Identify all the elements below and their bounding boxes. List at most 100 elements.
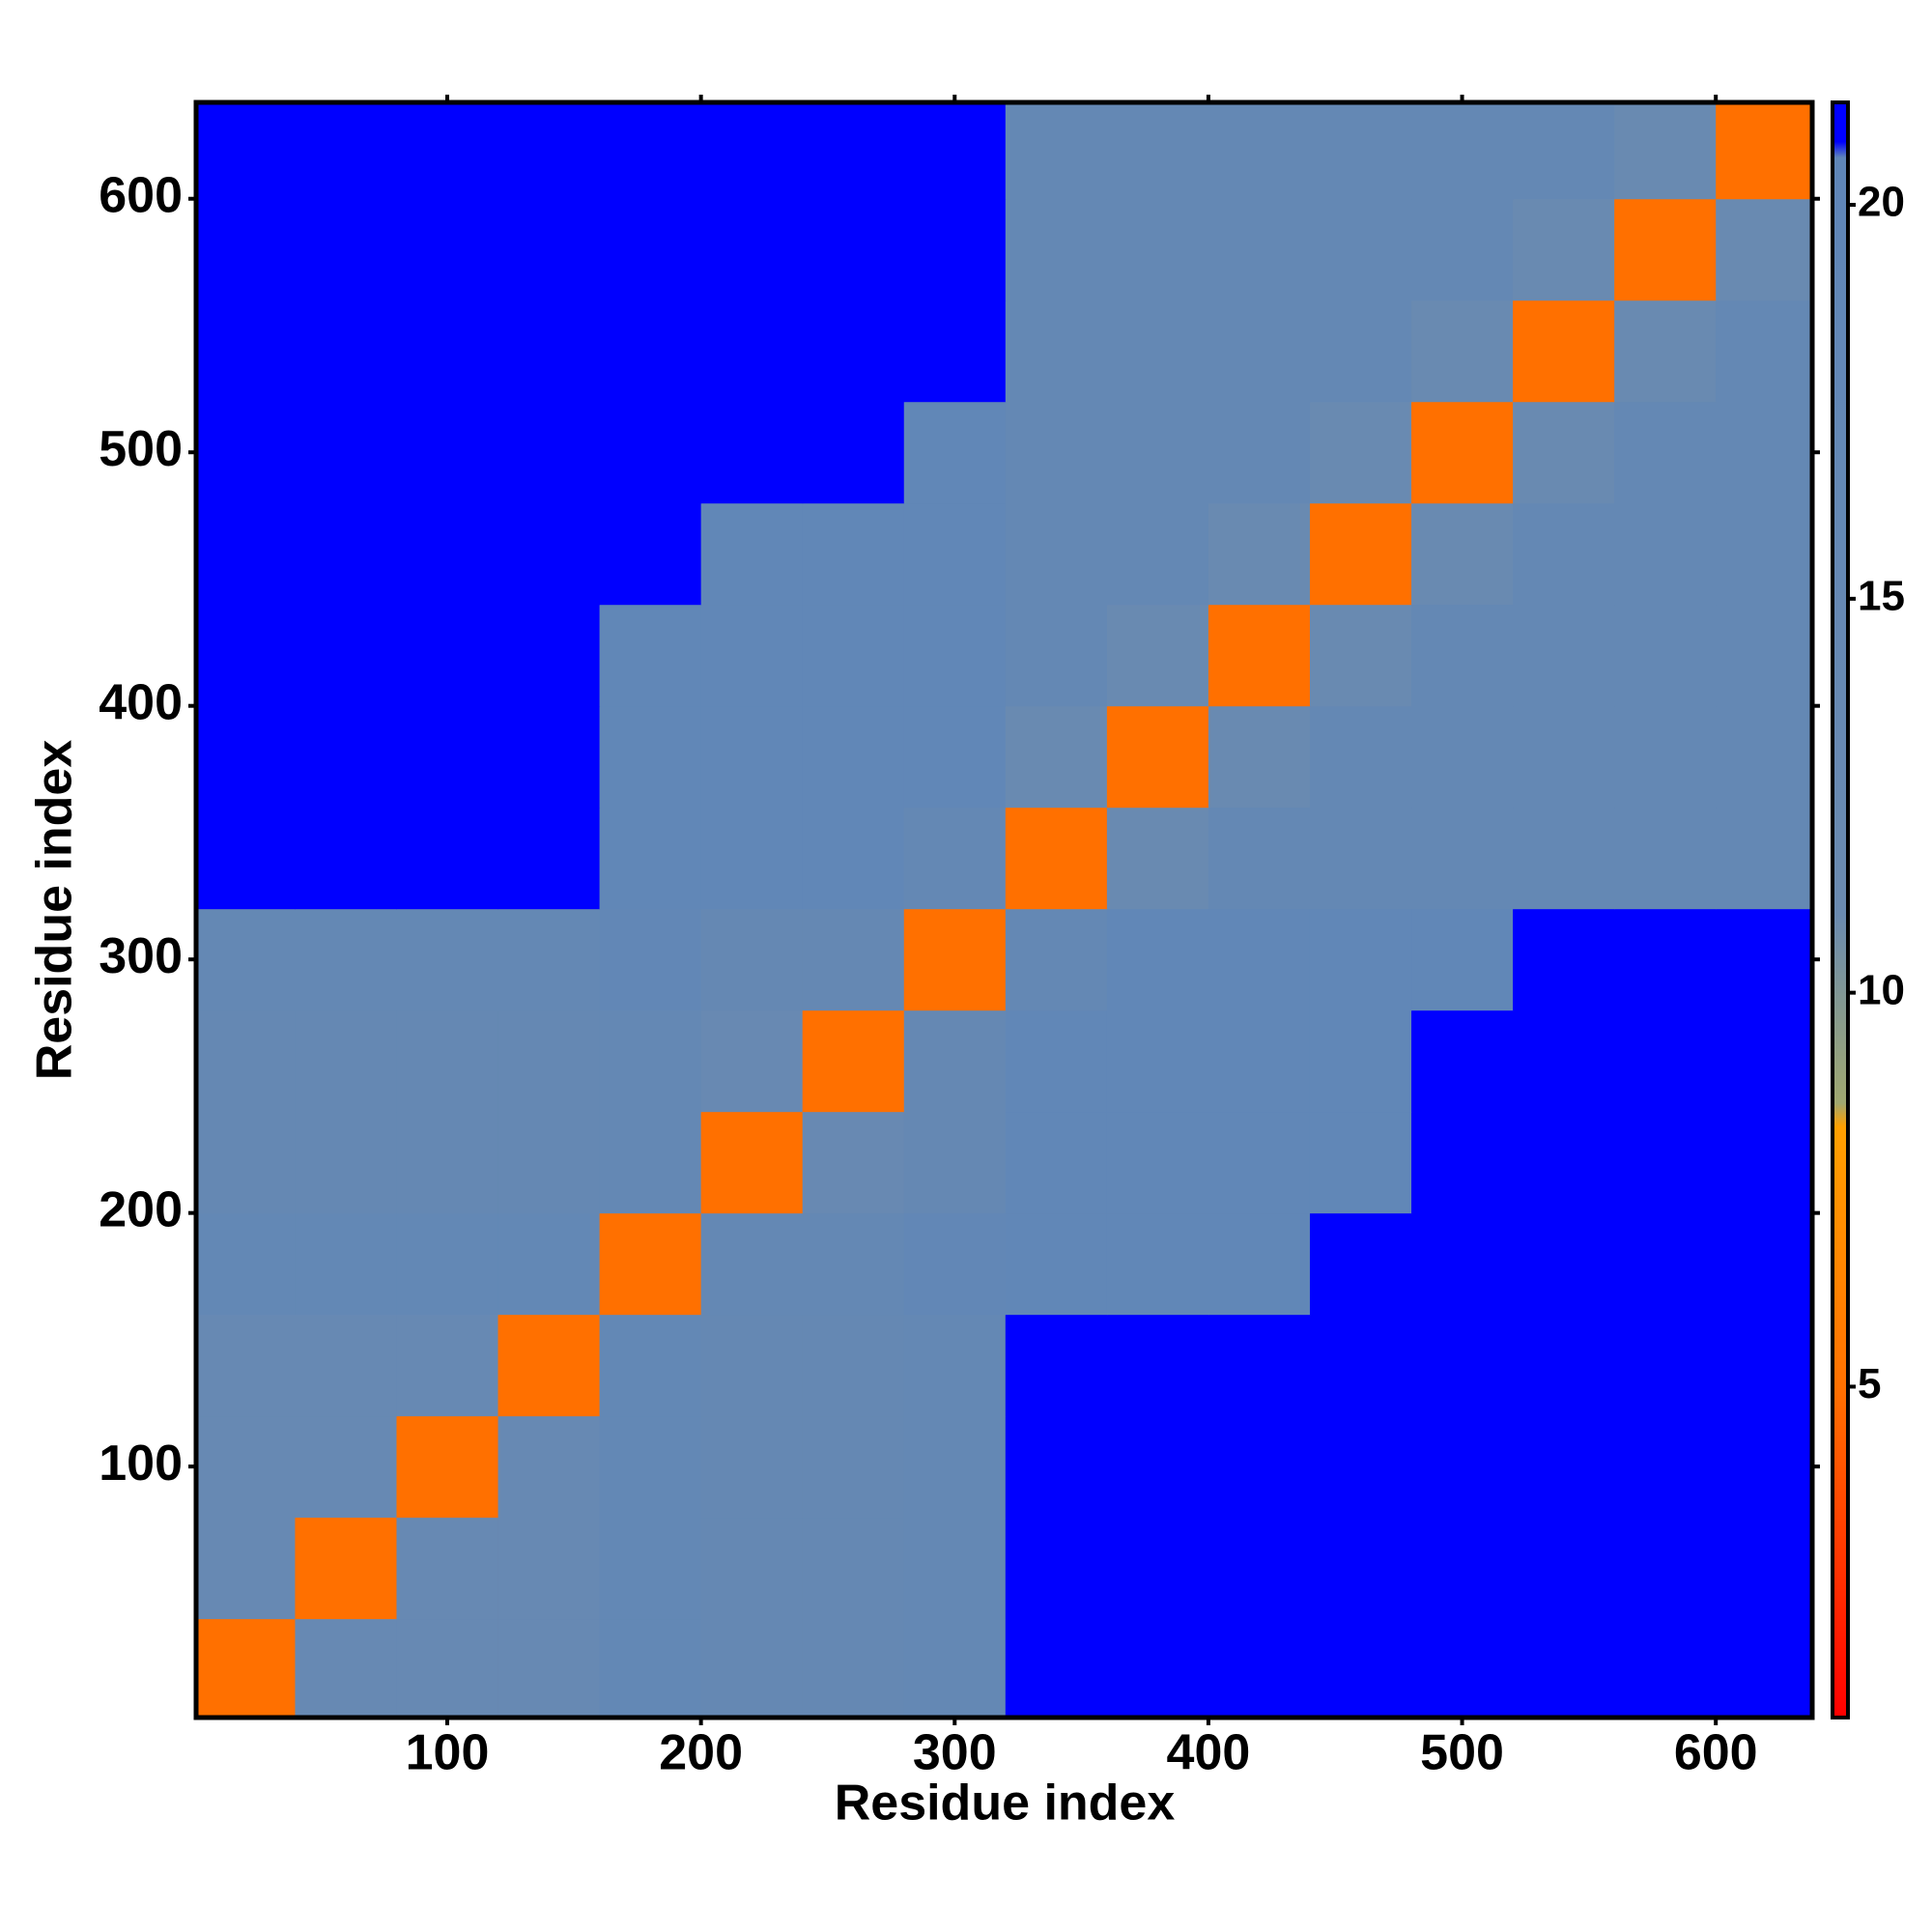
heatmap-cell xyxy=(1005,1111,1108,1214)
heatmap-cell xyxy=(1208,299,1311,403)
heatmap-cell xyxy=(396,1415,499,1519)
heatmap-cell xyxy=(700,604,804,707)
heatmap-cell xyxy=(1106,705,1209,809)
heatmap-cell xyxy=(1309,1415,1412,1519)
heatmap-cell xyxy=(1716,1517,1812,1620)
heatmap-cell xyxy=(196,1314,296,1417)
heatmap-cell xyxy=(196,401,296,504)
heatmap-cell xyxy=(1513,1415,1615,1519)
heatmap-cell xyxy=(1513,705,1615,809)
heatmap-cell xyxy=(1411,908,1514,1011)
heatmap-cell xyxy=(1005,908,1108,1011)
heatmap-cell xyxy=(396,198,499,301)
heatmap-cell xyxy=(1513,401,1615,504)
heatmap-cell xyxy=(1716,1212,1812,1316)
heatmap-cell xyxy=(1513,1618,1615,1718)
heatmap-cell xyxy=(1614,102,1717,200)
heatmap-cell xyxy=(599,1212,702,1316)
heatmap-cell xyxy=(700,1314,804,1417)
heatmap-cell xyxy=(396,299,499,403)
heatmap-cell xyxy=(196,1415,296,1519)
heatmap-cell xyxy=(1411,198,1514,301)
heatmap-cell xyxy=(1005,1517,1108,1620)
heatmap-cell xyxy=(396,1212,499,1316)
heatmap-cell xyxy=(599,1111,702,1214)
heatmap-cell xyxy=(295,705,397,809)
heatmap-cell xyxy=(1716,604,1812,707)
heatmap-cell xyxy=(1716,1111,1812,1214)
heatmap-cell xyxy=(1716,1314,1812,1417)
colorbar-tick-label: 5 xyxy=(1858,1360,1881,1407)
heatmap-cell xyxy=(802,1111,905,1214)
heatmap-cell xyxy=(196,1212,296,1316)
heatmap-cell xyxy=(196,1111,296,1214)
heatmap-cell xyxy=(700,807,804,910)
heatmap-cell xyxy=(599,908,702,1011)
heatmap-cell xyxy=(1208,1314,1311,1417)
heatmap-cell xyxy=(700,102,804,200)
y-tick-label: 400 xyxy=(99,674,183,730)
heatmap-cell xyxy=(1208,401,1311,504)
heatmap-cell xyxy=(1513,1314,1615,1417)
x-tick-label: 300 xyxy=(913,1725,997,1781)
heatmap-cell xyxy=(599,705,702,809)
heatmap-cell xyxy=(1106,908,1209,1011)
heatmap-cell xyxy=(497,1415,601,1519)
heatmap-cell xyxy=(396,1111,499,1214)
heatmap-cell xyxy=(1411,299,1514,403)
heatmap-cell xyxy=(196,1618,296,1718)
heatmap-cell xyxy=(1716,102,1812,200)
heatmap-cell xyxy=(1614,1111,1717,1214)
heatmap-cell xyxy=(295,604,397,707)
heatmap-cell xyxy=(497,102,601,200)
heatmap-cell xyxy=(497,1517,601,1620)
heatmap-cell xyxy=(1513,299,1615,403)
heatmap-cell xyxy=(1513,807,1615,910)
heatmap-cell xyxy=(1513,198,1615,301)
heatmap-cell xyxy=(497,1618,601,1718)
heatmap-cell xyxy=(700,705,804,809)
heatmap-cell xyxy=(1513,1009,1615,1113)
heatmap-cell xyxy=(497,705,601,809)
y-tick-label: 200 xyxy=(99,1181,183,1237)
heatmap-cell xyxy=(1309,1009,1412,1113)
heatmap-cell xyxy=(295,908,397,1011)
heatmap-cell xyxy=(802,401,905,504)
heatmap-cell xyxy=(599,1517,702,1620)
heatmap-cell xyxy=(1106,1618,1209,1718)
heatmap-cell xyxy=(1005,1009,1108,1113)
heatmap-cell xyxy=(1411,502,1514,606)
heatmap-cell xyxy=(196,908,296,1011)
heatmap-cell xyxy=(1309,1314,1412,1417)
heatmap-cell xyxy=(802,502,905,606)
heatmap-cell xyxy=(1309,1517,1412,1620)
heatmap-cell xyxy=(1614,1618,1717,1718)
heatmap-cell xyxy=(599,198,702,301)
heatmap-cell xyxy=(1208,908,1311,1011)
heatmap-cell xyxy=(599,102,702,200)
heatmap-cell xyxy=(1411,1517,1514,1620)
heatmap-cell xyxy=(1513,908,1615,1011)
heatmap-cell xyxy=(1208,807,1311,910)
heatmap-cell xyxy=(700,908,804,1011)
heatmap-cell xyxy=(396,908,499,1011)
heatmap-cell xyxy=(903,1314,1007,1417)
x-tick-label: 100 xyxy=(406,1725,490,1781)
heatmap-cell xyxy=(599,807,702,910)
heatmap-cell xyxy=(700,1618,804,1718)
heatmap-cell xyxy=(1513,1517,1615,1620)
heatmap-cell xyxy=(1716,1618,1812,1718)
heatmap-cell xyxy=(1309,502,1412,606)
heatmap-cell xyxy=(1411,1009,1514,1113)
heatmap-cell xyxy=(497,908,601,1011)
heatmap-cell xyxy=(497,401,601,504)
heatmap-cell xyxy=(1614,807,1717,910)
heatmap-cell xyxy=(903,502,1007,606)
heatmap-cell xyxy=(1716,1009,1812,1113)
heatmap-cell xyxy=(1614,604,1717,707)
colorbar-tick-label: 15 xyxy=(1858,572,1905,619)
x-tick-label: 200 xyxy=(659,1725,743,1781)
heatmap-cell xyxy=(1106,1111,1209,1214)
heatmap-cell xyxy=(1513,1212,1615,1316)
heatmap-cell xyxy=(802,1415,905,1519)
